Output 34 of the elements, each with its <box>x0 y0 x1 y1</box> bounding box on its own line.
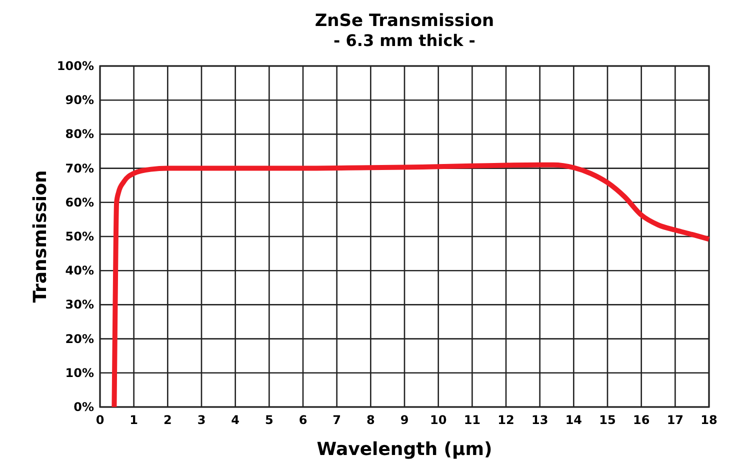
x-tick-label: 7 <box>332 413 342 427</box>
x-tick-label: 17 <box>666 413 684 427</box>
x-tick-label: 0 <box>96 413 104 427</box>
y-tick-label: 0% <box>74 400 94 414</box>
y-tick-label: 10% <box>65 366 94 380</box>
x-tick-label: 5 <box>264 413 274 427</box>
y-tick-label: 60% <box>65 195 94 210</box>
x-tick-label: 1 <box>130 413 138 427</box>
x-tick-label: 11 <box>464 413 481 427</box>
x-tick-label: 6 <box>298 413 308 427</box>
x-tick-label: 3 <box>197 413 206 427</box>
y-tick-label: 30% <box>65 298 94 312</box>
y-axis-title: Transmission <box>30 170 51 303</box>
x-tick-label: 8 <box>366 413 375 427</box>
y-tick-label: 90% <box>65 93 94 108</box>
chart-title: ZnSe Transmission <box>314 11 494 31</box>
x-tick-label: 4 <box>231 413 240 427</box>
y-tick-label: 80% <box>65 127 94 142</box>
y-tick-label: 50% <box>65 230 94 244</box>
y-tick-label: 20% <box>65 332 94 346</box>
x-tick-label: 15 <box>599 413 616 427</box>
x-tick-label: 2 <box>163 413 172 427</box>
x-tick-label: 14 <box>565 413 582 427</box>
x-tick-label: 9 <box>400 413 409 427</box>
x-tick-label: 16 <box>632 413 650 427</box>
y-tick-label: 70% <box>65 161 94 176</box>
y-tick-label: 100% <box>56 59 94 73</box>
x-tick-label: 10 <box>430 413 447 427</box>
x-tick-label: 13 <box>531 413 548 427</box>
y-tick-label: 40% <box>65 264 94 278</box>
x-axis-title: Wavelength (μm) <box>316 439 492 460</box>
x-tick-label: 12 <box>498 413 514 427</box>
chart-subtitle: - 6.3 mm thick - <box>334 31 476 50</box>
x-tick-label: 18 <box>700 413 718 427</box>
